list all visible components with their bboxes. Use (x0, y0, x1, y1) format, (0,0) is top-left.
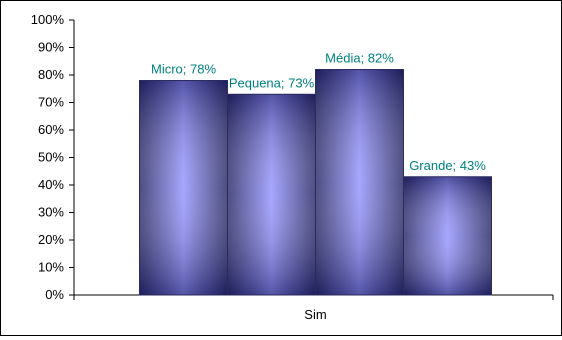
bar-pequena (227, 93, 316, 296)
bar-shade (315, 69, 404, 296)
y-tick-label: 70% (38, 95, 64, 110)
data-labels: Micro; 78% Pequena; 73% Média; 82% Grande; … (151, 51, 486, 173)
y-tick-label: 10% (38, 260, 64, 275)
y-tick-label: 40% (38, 177, 64, 192)
y-tick-label: 100% (31, 12, 65, 27)
y-tick-label: 80% (38, 67, 64, 82)
data-label: Pequena; 73% (229, 75, 315, 90)
bar-shade (403, 176, 492, 296)
bar-shade (139, 80, 228, 296)
y-tick-label: 90% (38, 40, 64, 55)
data-label: Grande; 43% (409, 158, 486, 173)
bar-grande (403, 176, 492, 296)
axes: 0% 10% 20% 30% 40% 50% 60% 70% 80% 90% 100% Sim (31, 12, 554, 322)
y-tick-label: 20% (38, 232, 64, 247)
y-tick-label: 50% (38, 150, 64, 165)
data-label: Micro; 78% (151, 62, 216, 77)
x-category-label: Sim (304, 307, 326, 322)
y-tick-label: 30% (38, 205, 64, 220)
bar-micro (139, 80, 228, 296)
bars (139, 69, 492, 296)
y-tick-label: 0% (45, 287, 64, 302)
bar-chart: 0% 10% 20% 30% 40% 50% 60% 70% 80% 90% 100% Sim Mic… (31, 12, 554, 322)
bar-shade (227, 93, 316, 296)
bar-m-dia (315, 69, 404, 296)
data-label: Média; 82% (325, 51, 394, 66)
y-tick-label: 60% (38, 122, 64, 137)
